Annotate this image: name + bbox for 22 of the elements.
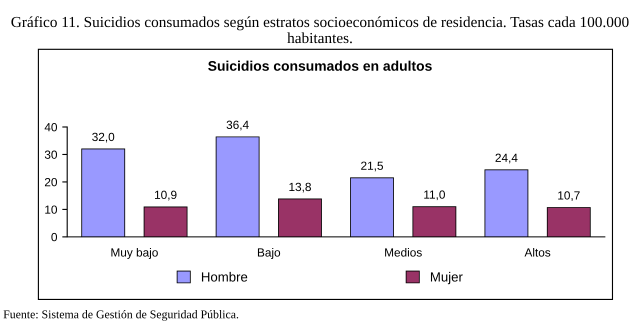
chart-title: Suicidios consumados en adultos [208,60,432,71]
y-tick-label: 0 [51,232,58,242]
x-tick-label: Muy bajo [111,248,158,259]
source-note: Fuente: Sistema de Gestión de Seguridad Pública. [4,310,238,321]
y-tick-label: 30 [44,150,58,159]
y-tick-label: 20 [44,178,58,186]
x-tick-label: Altos [524,248,550,257]
text: Gráfico 11. Suicidios consumados según estratos socioeconómicos de residencia. Tasas cada 100.000 habitantes. [11,16,629,44]
y-tick-label: 10 [45,205,58,214]
data-label: 13,8 [289,182,311,192]
data-label: 10,9 [154,190,177,200]
data-label: 10,7 [558,191,580,201]
legend-label: Mujer [430,272,463,284]
legend-label: Hombre [202,272,248,282]
data-label: 21,5 [361,162,384,172]
x-tick-label: Medios [385,248,422,257]
data-label: 36,4 [226,120,249,130]
y-tick-label: 40 [44,123,58,132]
x-tick-label: Bajo [258,248,280,259]
data-label: 24,4 [496,154,518,164]
data-label: 11,0 [424,190,445,200]
data-label: 32,0 [92,132,114,142]
